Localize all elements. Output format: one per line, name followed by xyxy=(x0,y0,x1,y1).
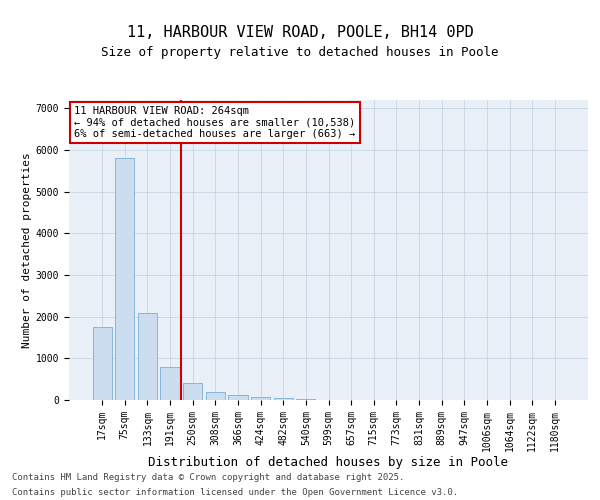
Bar xyxy=(183,384,202,400)
Bar xyxy=(160,366,180,400)
Bar xyxy=(138,312,157,400)
Text: 11, HARBOUR VIEW ROAD, POOLE, BH14 0PD: 11, HARBOUR VIEW ROAD, POOLE, BH14 0PD xyxy=(127,25,473,40)
Bar xyxy=(92,327,112,400)
Text: Size of property relative to detached houses in Poole: Size of property relative to detached ho… xyxy=(101,46,499,59)
Text: Contains public sector information licensed under the Open Government Licence v3: Contains public sector information licen… xyxy=(12,488,458,497)
Bar xyxy=(274,398,293,400)
Bar xyxy=(206,392,225,400)
Text: Contains HM Land Registry data © Crown copyright and database right 2025.: Contains HM Land Registry data © Crown c… xyxy=(12,473,404,482)
Bar xyxy=(229,394,248,400)
Y-axis label: Number of detached properties: Number of detached properties xyxy=(22,152,32,348)
X-axis label: Distribution of detached houses by size in Poole: Distribution of detached houses by size … xyxy=(149,456,509,469)
Text: 11 HARBOUR VIEW ROAD: 264sqm
← 94% of detached houses are smaller (10,538)
6% of: 11 HARBOUR VIEW ROAD: 264sqm ← 94% of de… xyxy=(74,106,355,139)
Bar xyxy=(251,398,270,400)
Bar xyxy=(115,158,134,400)
